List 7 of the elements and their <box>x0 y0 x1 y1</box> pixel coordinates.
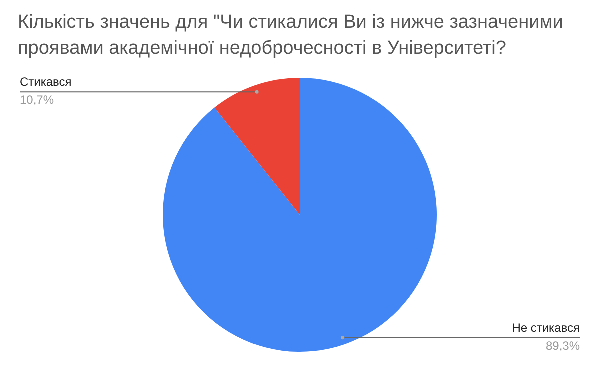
pie-slice <box>163 78 437 352</box>
chart-title: Кількість значень для "Чи стикалися Ви із нижче зазначеними проявами академічної недоброчесності в Університеті? <box>18 12 564 59</box>
slice-label: Стикався <box>20 75 72 90</box>
data-label: 10,7% <box>20 93 54 108</box>
pie-slice <box>214 78 300 215</box>
slice-label: Не стикався <box>512 320 580 335</box>
data-label: 89,3% <box>546 338 580 353</box>
